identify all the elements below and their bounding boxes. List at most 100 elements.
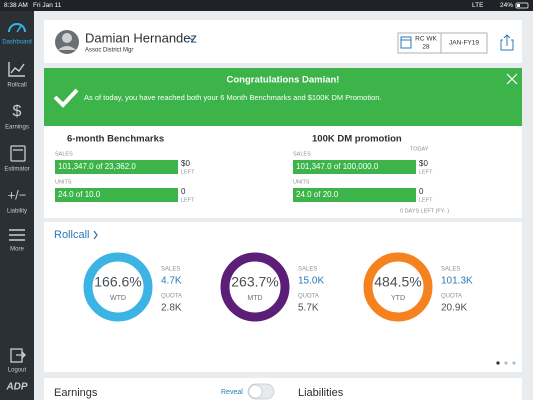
- status-network: LTE: [472, 2, 484, 9]
- nav-icon: [16, 351, 26, 359]
- avatar-body: [58, 46, 76, 50]
- nav-logout[interactable]: Logout: [8, 348, 27, 374]
- nav-label: Logout: [8, 368, 27, 374]
- rollcall-link[interactable]: Rollcall: [54, 229, 98, 241]
- nav-estimator[interactable]: Estimator: [4, 145, 30, 173]
- quota-value: 5.7K: [298, 303, 319, 314]
- nav-earnings[interactable]: $ Earnings: [5, 103, 29, 130]
- remaining-label: LEFT: [419, 197, 433, 203]
- row-label: SALES: [293, 151, 311, 157]
- nav-icon: [8, 23, 26, 33]
- ring-percent: 484.5%: [374, 274, 421, 290]
- progress-bar: [55, 160, 178, 174]
- benchmark-title: 100K DM promotion: [312, 134, 402, 145]
- progress-text: 101,347.0 of 23,362.0: [58, 162, 136, 171]
- nav-icon: [8, 62, 25, 77]
- avatar-head: [62, 33, 72, 43]
- user-menu[interactable]: Damian Hernandez: [85, 30, 197, 45]
- period-box: [397, 32, 488, 54]
- benchmark-title: 6-month Benchmarks: [67, 134, 164, 145]
- logo: ADP: [5, 382, 27, 393]
- bottom-card: [44, 378, 522, 400]
- nav-more[interactable]: More: [9, 229, 25, 253]
- nav-rollcall[interactable]: Rollcall: [7, 62, 27, 89]
- week-label: RC WK: [415, 36, 437, 43]
- nav-label: More: [10, 247, 24, 253]
- stat-label: SALES: [441, 267, 460, 273]
- nav-label: Earnings: [5, 125, 29, 131]
- nav-liability[interactable]: +/− Liability: [7, 187, 27, 214]
- earnings-title: Earnings: [54, 387, 98, 399]
- stat-label: SALES: [161, 267, 180, 273]
- check-icon: [53, 88, 79, 108]
- nav-dashboard[interactable]: Dashboard: [2, 23, 32, 46]
- page-dot[interactable]: [504, 361, 508, 365]
- congrats-banner: [44, 68, 522, 126]
- remaining-value: 0: [181, 187, 186, 196]
- share-button[interactable]: [500, 34, 514, 51]
- toggle-knob: [248, 384, 263, 399]
- page-dot[interactable]: [496, 361, 500, 365]
- remaining-label: LEFT: [181, 169, 195, 175]
- progress-text: 24.0 of 10.0: [58, 190, 101, 199]
- calendar-icon: [400, 36, 412, 49]
- stat-label: SALES: [298, 267, 317, 273]
- sales-value: 101.3K: [441, 276, 473, 287]
- ring-period: WTD: [110, 295, 126, 302]
- sales-value: 4.7K: [161, 276, 182, 287]
- nav-label: Rollcall: [7, 83, 26, 89]
- ring-period: MTD: [247, 295, 262, 302]
- progress-ring: [83, 252, 153, 322]
- user-name: Damian Hernandez: [85, 30, 197, 45]
- period-selector[interactable]: RC WK 28 JAN-FY19: [397, 32, 488, 54]
- quota-value: 20.9K: [441, 303, 467, 314]
- status-bar: [0, 0, 533, 11]
- banner-title: Congratulations Damian!: [227, 75, 340, 86]
- progress-ring: [220, 252, 290, 322]
- close-button[interactable]: [506, 73, 518, 85]
- quota-value: 2.8K: [161, 303, 182, 314]
- user-role: Assoc District Mgr: [85, 48, 133, 54]
- row-label: SALES: [55, 151, 73, 157]
- days-left: 0 DAYS LEFT (FY- ): [400, 208, 449, 214]
- nav-label: Estimator: [4, 167, 29, 173]
- nav-icon: [9, 229, 25, 241]
- row-label: UNITS: [293, 179, 310, 185]
- page-dot[interactable]: [512, 361, 516, 365]
- reveal-toggle[interactable]: [247, 383, 275, 400]
- reveal-label: Reveal: [221, 389, 243, 396]
- progress-text: 24.0 of 20.0: [296, 190, 339, 199]
- nav-icon: [10, 145, 26, 162]
- rollcall-chevron: [93, 230, 98, 240]
- battery-level: [517, 4, 520, 7]
- nav-icon: [16, 25, 22, 33]
- ring-period: YTD: [391, 295, 405, 302]
- remaining-label: LEFT: [419, 169, 433, 175]
- status-time: 8:38 AM: [4, 2, 28, 9]
- status-date: Fri Jan 11: [33, 2, 62, 9]
- nav-label: Dashboard: [2, 40, 31, 46]
- stat-label: QUOTA: [441, 294, 462, 300]
- rollcall-title: Rollcall: [54, 229, 89, 241]
- remaining-label: LEFT: [181, 197, 195, 203]
- progress-bar: [293, 160, 416, 174]
- stat-label: QUOTA: [298, 294, 319, 300]
- progress-bar: [293, 188, 416, 202]
- nav-icon: $: [13, 103, 22, 120]
- remaining-value: $0: [181, 159, 190, 168]
- week-number: 28: [422, 44, 430, 51]
- period-label: JAN-FY19: [449, 40, 479, 47]
- dropdown-chevron: [188, 36, 196, 41]
- row-label: UNITS: [55, 179, 72, 185]
- share-icon: [500, 34, 514, 51]
- remaining-value: 0: [419, 187, 424, 196]
- status-battery: 24%: [500, 2, 513, 9]
- nav-icon: +/−: [8, 187, 27, 202]
- progress-bar: [55, 188, 178, 202]
- progress-ring: [363, 252, 433, 322]
- sales-value: 15.0K: [298, 276, 324, 287]
- ring-percent: 166.6%: [94, 274, 141, 290]
- ring-percent: 263.7%: [231, 274, 278, 290]
